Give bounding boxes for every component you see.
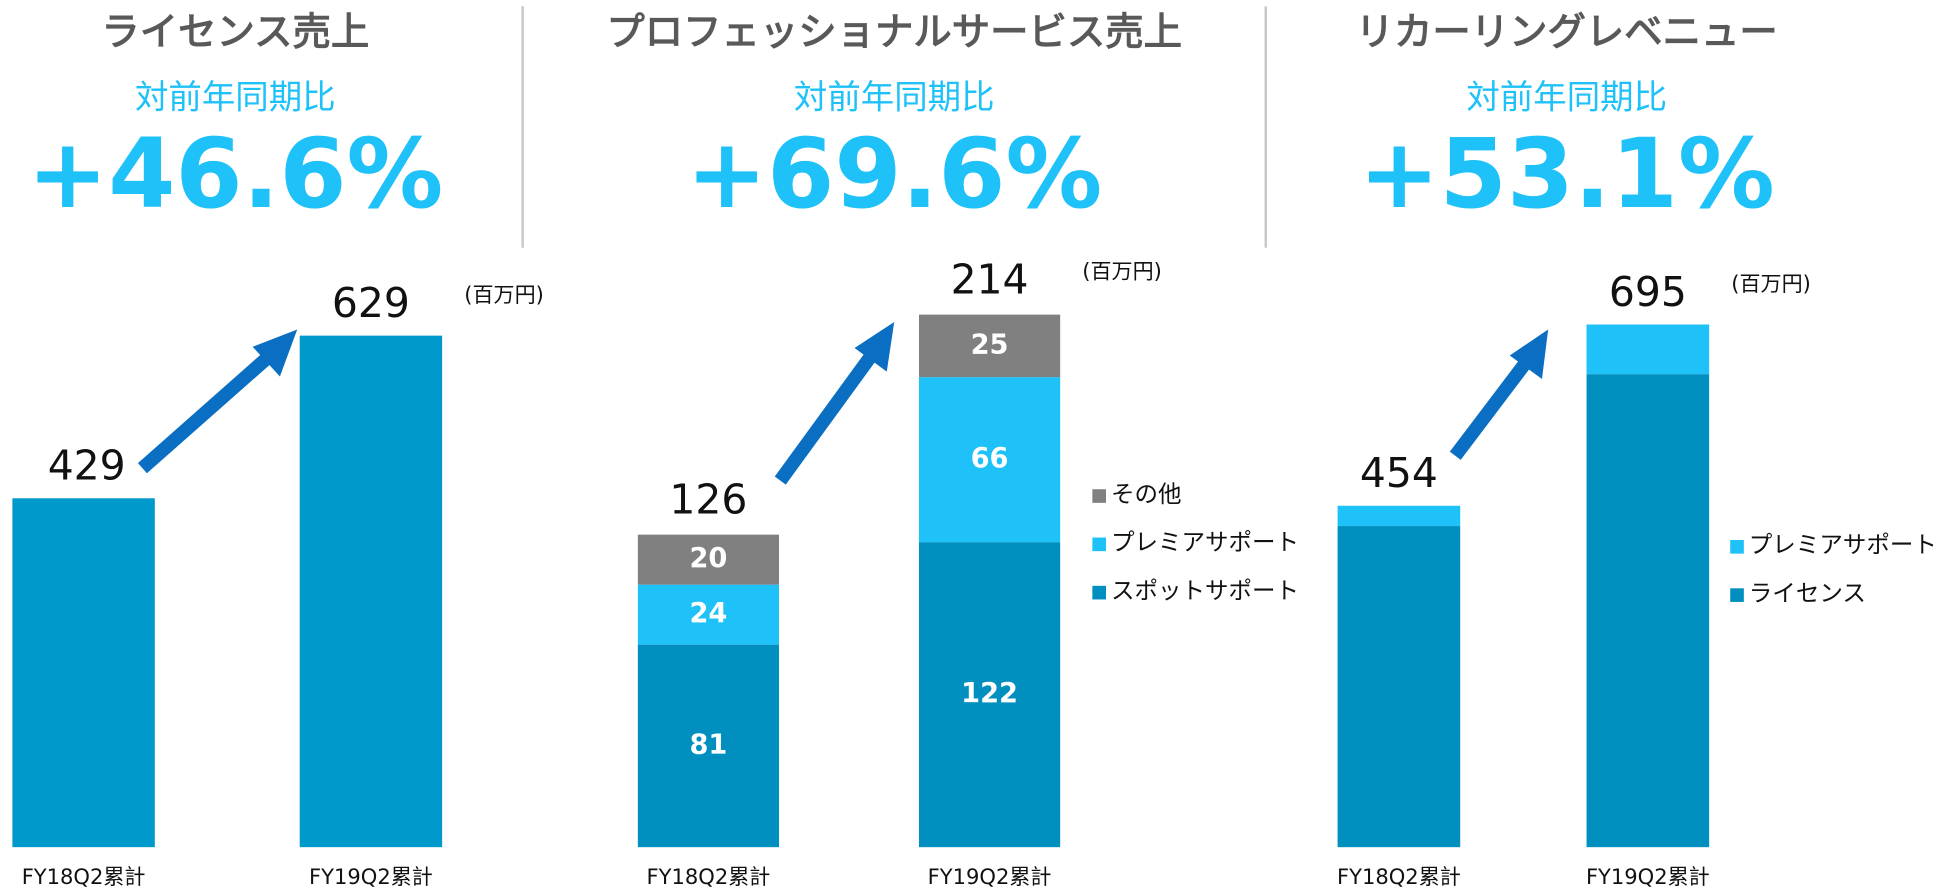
- legend-label: プレミアサポート: [1749, 531, 1937, 559]
- bar-segment: [637, 644, 780, 848]
- bar-segment: [1337, 526, 1461, 848]
- x-tick-label: FY18Q2累計: [1337, 864, 1461, 889]
- legend-swatch: [1092, 585, 1106, 600]
- legend-label: スポットサポート: [1111, 577, 1299, 605]
- legend-swatch: [1730, 588, 1744, 602]
- segment-label: 122: [961, 678, 1018, 709]
- bar: [299, 335, 443, 848]
- total-label: 454: [1360, 449, 1438, 497]
- legend-label: ライセンス: [1749, 579, 1866, 607]
- arrow: [1449, 355, 1534, 460]
- segment-label: 81: [689, 729, 727, 760]
- bar-segment: [637, 534, 780, 585]
- segment-label: 25: [971, 329, 1009, 360]
- panel-subtitle: 対前年同期比: [1466, 78, 1667, 117]
- x-tick-label: FY19Q2累計: [309, 864, 433, 889]
- legend-label: その他: [1111, 480, 1182, 508]
- legend-swatch: [1092, 537, 1106, 552]
- growth-rate: +53.1%: [1359, 117, 1775, 230]
- unit-label: (百万円): [464, 282, 544, 307]
- x-tick-label: FY19Q2累計: [928, 864, 1052, 889]
- panel-title: リカーリングレベニュー: [1356, 10, 1778, 55]
- total-label: 629: [332, 279, 410, 327]
- segment-label: 24: [689, 598, 727, 629]
- growth-rate: +46.6%: [27, 117, 443, 230]
- x-tick-label: FY18Q2累計: [22, 864, 146, 889]
- x-tick-label: FY19Q2累計: [1586, 864, 1710, 889]
- arrow-head: [1509, 329, 1549, 380]
- arrow-head: [854, 322, 895, 372]
- legend-label: プレミアサポート: [1111, 528, 1299, 556]
- panel-subtitle: 対前年同期比: [794, 78, 995, 117]
- x-tick-label: FY18Q2累計: [647, 864, 771, 889]
- arrow: [774, 348, 879, 485]
- bar: [12, 498, 155, 848]
- panel-title: ライセンス売上: [101, 10, 369, 55]
- unit-label: (百万円): [1731, 271, 1811, 296]
- bar-segment: [637, 584, 780, 645]
- segment-label: 20: [689, 543, 727, 574]
- total-label: 429: [48, 442, 126, 490]
- bar-segment: [918, 314, 1061, 378]
- segment-label: 66: [971, 443, 1009, 474]
- bar-segment: [1586, 324, 1710, 375]
- panel-title: プロフェッショナルサービス売上: [606, 10, 1182, 55]
- arrow: [137, 350, 275, 474]
- legend-swatch: [1092, 489, 1106, 503]
- bar-segment: [1586, 374, 1710, 848]
- growth-arrows: [137, 322, 1549, 485]
- bar-segment: [918, 542, 1061, 848]
- legend-swatch: [1730, 540, 1744, 554]
- arrow-head: [252, 329, 298, 377]
- total-label: 126: [669, 475, 747, 523]
- panel-subtitle: 対前年同期比: [135, 78, 336, 117]
- growth-rate: +69.6%: [686, 117, 1102, 230]
- unit-label: (百万円): [1082, 258, 1162, 283]
- bar-segment: [1337, 505, 1461, 527]
- bar-segment: [918, 377, 1061, 543]
- total-label: 214: [951, 255, 1029, 303]
- total-label: 695: [1609, 268, 1687, 316]
